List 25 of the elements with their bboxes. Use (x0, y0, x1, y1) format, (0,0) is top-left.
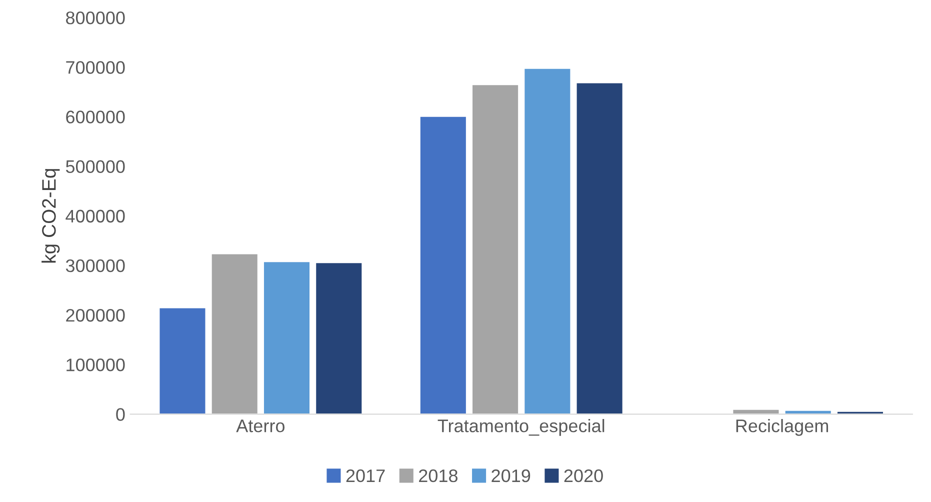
y-tick-label: 600000 (66, 110, 125, 124)
legend-label: 2019 (492, 469, 530, 482)
y-tick-label: 800000 (66, 12, 125, 24)
bar (158, 306, 207, 414)
y-tick-label: 700000 (66, 61, 125, 74)
x-tick-label: Aterro (236, 420, 285, 432)
x-tick-label: Tratamento_especial (438, 419, 604, 436)
bar (419, 116, 468, 414)
y-tick-label: 400000 (66, 210, 125, 223)
legend-label: 2018 (419, 469, 458, 482)
bar (575, 82, 624, 414)
legend-label: 2020 (564, 469, 603, 482)
legend-label: 2017 (346, 469, 385, 482)
y-tick-label: 200000 (66, 308, 125, 322)
bar (471, 84, 520, 414)
bar (210, 252, 259, 414)
y-tick-label: 100000 (66, 358, 125, 372)
bar (523, 67, 572, 414)
y-tick-label: 0 (116, 408, 125, 421)
bar (314, 262, 364, 414)
bar (262, 260, 311, 414)
y-axis-title: kg CO2-Eq (42, 169, 60, 263)
y-tick-label: 300000 (66, 259, 125, 272)
y-tick-label: 500000 (66, 160, 125, 174)
x-tick-label: Reciclagem (736, 419, 828, 436)
